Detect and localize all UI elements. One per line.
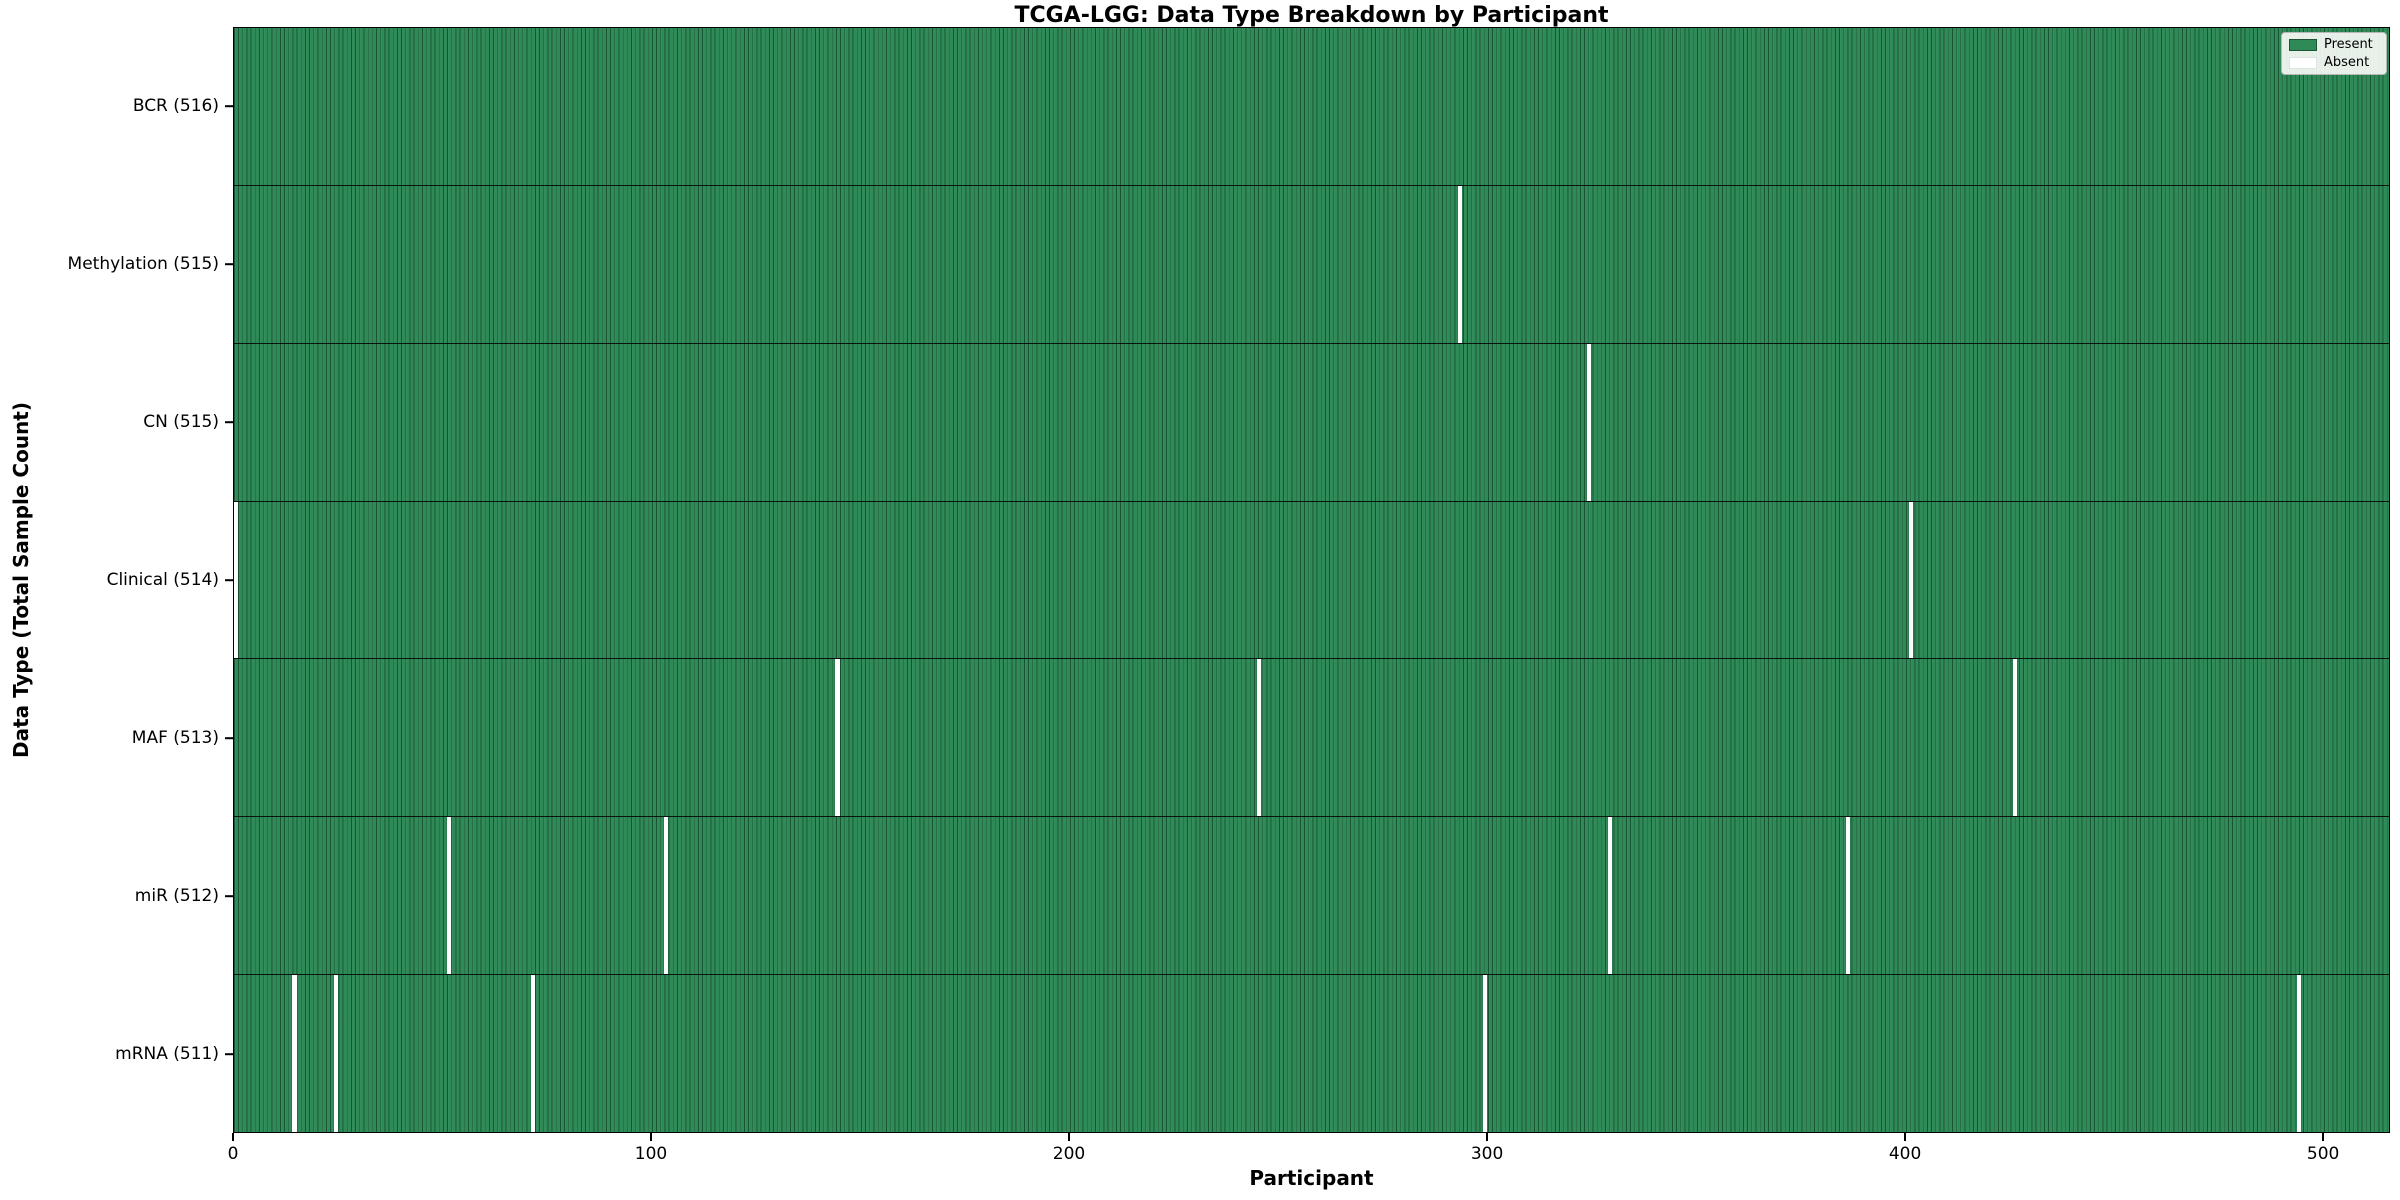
absent-gap [234,501,239,659]
legend-entry-absent: Absent [2289,56,2379,69]
y-tick-label: Methylation (515) [67,254,219,274]
y-tick-label: mRNA (511) [115,1044,219,1064]
x-tick-label: 100 [634,1144,668,1164]
absent-gap [664,817,669,975]
x-tick-mark [1068,1133,1070,1141]
x-tick-mark [232,1133,234,1141]
presence-row [234,659,2389,818]
absent-swatch-icon [2289,56,2317,69]
x-axis-label: Participant [1249,1166,1374,1190]
x-tick-label: 0 [227,1144,239,1164]
y-tick-mark [225,421,233,423]
absent-gap [1457,185,1462,343]
legend-absent-label: Absent [2324,55,2370,70]
presence-row [234,28,2389,186]
presence-row [234,975,2389,1133]
y-tick-label: miR (512) [134,886,219,906]
absent-gap [530,975,535,1133]
legend-entry-present: Present [2289,38,2379,51]
y-tick-label: CN (515) [143,412,219,432]
presence-row [234,185,2389,344]
y-tick-label: MAF (513) [131,728,219,748]
presence-row [234,343,2389,502]
x-tick-label: 200 [1052,1144,1086,1164]
legend: Present Absent [2281,32,2387,75]
y-tick-mark [225,105,233,107]
legend-present-label: Present [2324,37,2373,52]
x-tick-mark [1486,1133,1488,1141]
y-tick-mark [225,895,233,897]
absent-gap [1482,975,1487,1133]
absent-gap [1846,817,1851,975]
chart-title: TCGA-LGG: Data Type Breakdown by Partici… [1014,3,1609,28]
absent-gap [2297,975,2302,1133]
y-tick-mark [225,579,233,581]
x-tick-label: 400 [1888,1144,1922,1164]
presence-row [234,817,2389,976]
y-tick-label: BCR (516) [132,96,219,116]
x-tick-label: 300 [1470,1144,1504,1164]
absent-gap [835,659,840,817]
absent-gap [334,975,339,1133]
absent-gap [292,975,297,1133]
present-swatch-icon [2289,38,2317,51]
y-tick-mark [225,263,233,265]
y-tick-mark [225,737,233,739]
absent-gap [1257,659,1262,817]
x-tick-label: 500 [2306,1144,2340,1164]
absent-gap [1587,343,1592,501]
y-tick-mark [225,1053,233,1055]
presence-row [234,501,2389,660]
x-tick-mark [650,1133,652,1141]
x-tick-mark [2322,1133,2324,1141]
absent-gap [1908,501,1913,659]
y-tick-label: Clinical (514) [106,570,219,590]
x-tick-mark [1904,1133,1906,1141]
absent-gap [1608,817,1613,975]
absent-gap [446,817,452,975]
absent-gap [2013,659,2018,817]
plot-area [233,27,2390,1133]
